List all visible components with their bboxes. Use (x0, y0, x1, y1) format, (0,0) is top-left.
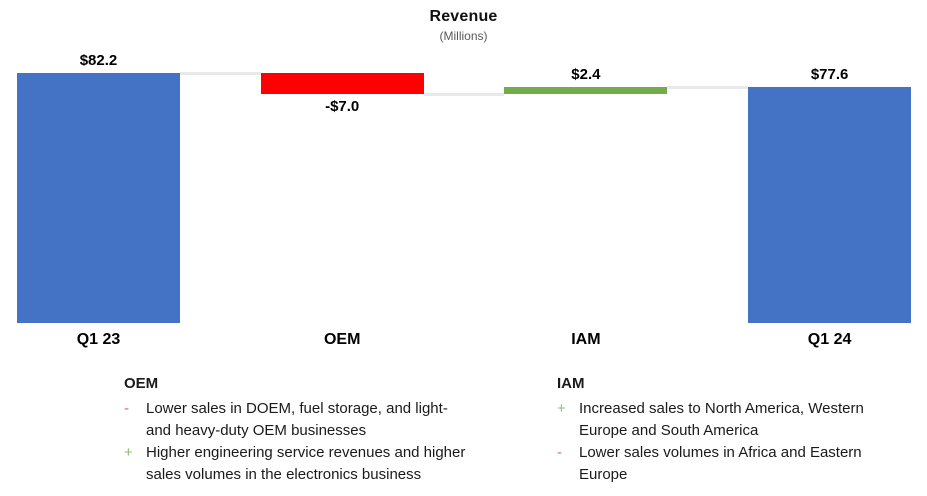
bar-q1-23 (17, 73, 180, 323)
note-bullet-text: Increased sales to North America, Wester… (579, 400, 864, 439)
note-bullet: + Higher engineering service revenues an… (124, 442, 516, 486)
value-label-q1-24: $77.6 (810, 65, 849, 83)
note-heading-iam: IAM (557, 375, 585, 392)
note-block-oem: OEM - Lower sales in DOEM, fuel storage,… (124, 373, 516, 486)
minus-bullet-icon: - (124, 400, 129, 417)
bar-q1-24 (748, 86, 912, 323)
connector-line (667, 85, 749, 89)
value-label-oem: -$7.0 (325, 98, 360, 116)
value-label-iam: $2.4 (571, 65, 601, 83)
plus-bullet-icon: + (124, 444, 133, 461)
chart-subtitle: (Millions) (439, 29, 488, 43)
note-bullet: - Lower sales volumes in Africa and East… (557, 442, 927, 486)
connector-line (180, 72, 261, 75)
category-label-iam: IAM (571, 331, 601, 348)
minus-bullet-icon: - (557, 444, 562, 461)
plus-bullet-icon: + (557, 400, 566, 417)
note-bullet: + Increased sales to North America, West… (557, 398, 927, 442)
value-label-q1-23: $82.2 (79, 52, 118, 69)
category-label-oem: OEM (323, 331, 361, 348)
bar-oem (260, 73, 424, 94)
chart-title: Revenue (429, 8, 498, 25)
note-bullet: - Lower sales in DOEM, fuel storage, and… (124, 398, 516, 442)
note-bullet-text: Lower sales in DOEM, fuel storage, and l… (146, 400, 448, 439)
bar-iam (504, 86, 668, 94)
note-block-iam: IAM + Increased sales to North America, … (557, 373, 927, 486)
note-bullet-text: Lower sales volumes in Africa and Easter… (579, 444, 862, 483)
note-heading-oem: OEM (124, 375, 159, 392)
category-label-q1-24: Q1 24 (807, 331, 852, 348)
category-label-q1-23: Q1 23 (76, 331, 121, 348)
connector-line (423, 93, 505, 97)
note-bullet-text: Higher engineering service revenues and … (146, 444, 466, 483)
